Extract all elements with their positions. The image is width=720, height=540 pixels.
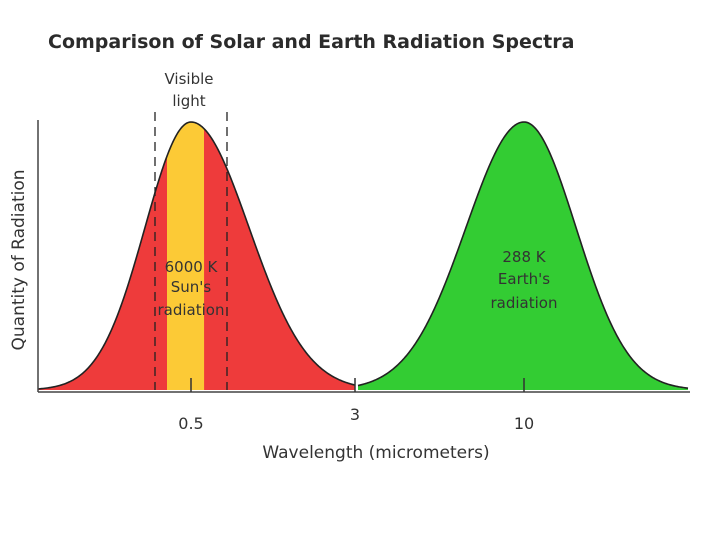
- visible-band-label-line1: Visible: [165, 70, 214, 88]
- visible-band-label-line2: light: [172, 92, 205, 110]
- x-axis-title: Wavelength (micrometers): [262, 443, 489, 463]
- x-tick-label-2: 10: [514, 414, 534, 433]
- chart-title: Comparison of Solar and Earth Radiation …: [48, 31, 574, 53]
- curves-group: [37, 121, 689, 390]
- y-axis-title: Quantity of Radiation: [9, 169, 29, 350]
- sun-visible-area: [167, 122, 205, 390]
- sun-label-name: Sun's: [171, 278, 212, 296]
- x-tick-label-0: 0.5: [178, 414, 203, 433]
- sun-label-radiation: radiation: [158, 301, 225, 319]
- earth-curve-area: [358, 122, 688, 390]
- x-tick-label-1: 3: [350, 405, 360, 424]
- sun-label-temperature: 6000 K: [165, 258, 219, 276]
- earth-label-temperature: 288 K: [502, 248, 546, 266]
- earth-curve-outline: [357, 121, 689, 389]
- x-ticks-group: 0.5 3 10: [178, 378, 534, 433]
- earth-label-name: Earth's: [498, 270, 550, 288]
- earth-label-radiation: radiation: [491, 294, 558, 312]
- sun-curve-outline: [37, 121, 356, 390]
